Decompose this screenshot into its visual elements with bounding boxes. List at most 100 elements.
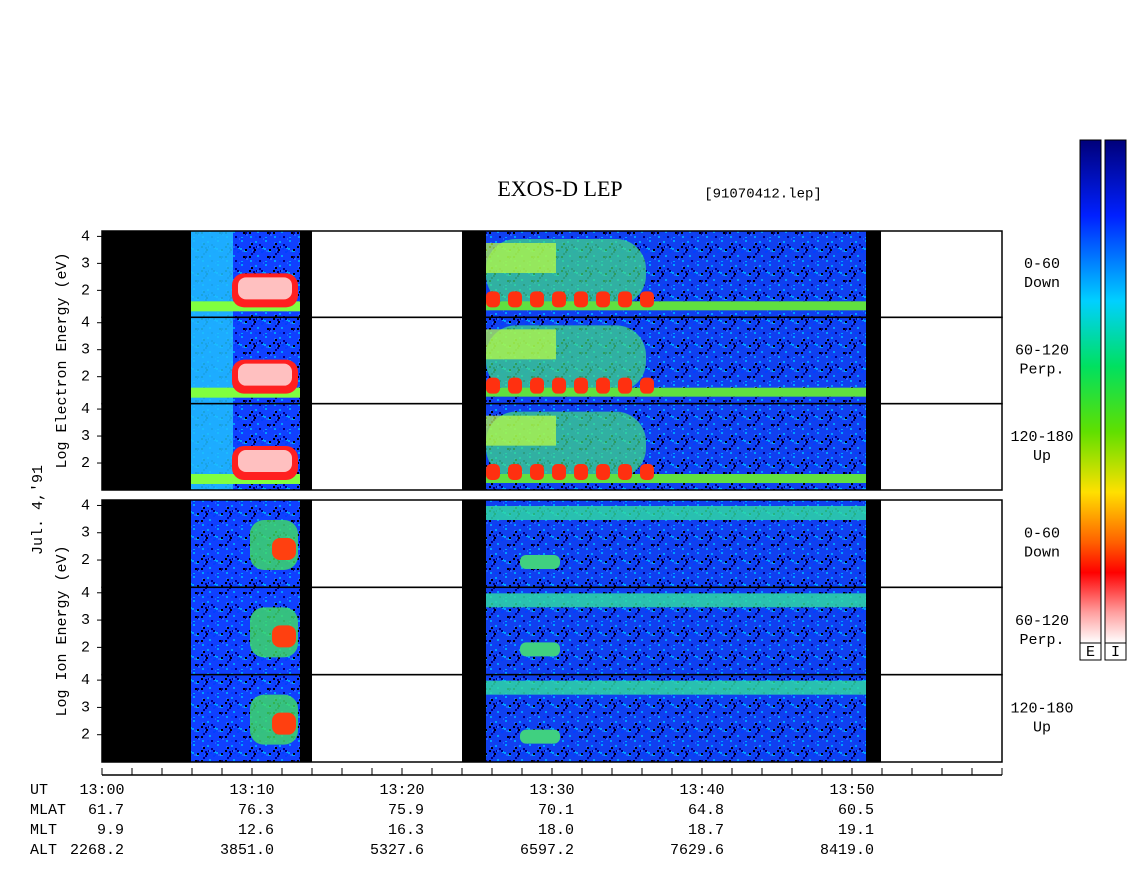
no-data xyxy=(102,674,191,762)
angle-label: 0-60 xyxy=(1024,526,1060,543)
y-axis-label: Log Ion Energy (eV) xyxy=(54,545,71,716)
value-label: 9.9 xyxy=(97,822,124,839)
spectrogram xyxy=(618,377,632,394)
colorbar-label: I xyxy=(1111,644,1120,661)
row-name: MLAT xyxy=(30,802,66,819)
y-tick-label: 2 xyxy=(81,369,90,386)
spectrogram xyxy=(574,377,588,394)
direction-label: Perp. xyxy=(1019,361,1064,378)
no-data xyxy=(866,317,881,404)
row-name: ALT xyxy=(30,842,57,859)
y-tick-label: 2 xyxy=(81,455,90,472)
y-axis-label: Log Electron Energy (eV) xyxy=(54,252,71,468)
spectrogram xyxy=(520,555,560,569)
y-tick-label: 3 xyxy=(81,255,90,272)
no-data xyxy=(102,231,191,318)
value-label: 5327.6 xyxy=(370,842,424,859)
spectrogram xyxy=(618,464,632,480)
spectrogram xyxy=(486,474,866,483)
no-data xyxy=(102,403,191,490)
ut-label: 13:40 xyxy=(679,782,724,799)
no-data xyxy=(462,587,486,675)
row-name: UT xyxy=(30,782,48,799)
spectrogram xyxy=(238,450,292,472)
value-label: 19.1 xyxy=(838,822,874,839)
no-data xyxy=(462,674,486,762)
spectrogram xyxy=(640,377,654,394)
value-label: 18.0 xyxy=(538,822,574,839)
no-data xyxy=(866,587,881,675)
spectrogram xyxy=(596,291,610,308)
angle-label: 0-60 xyxy=(1024,256,1060,273)
y-tick-label: 2 xyxy=(81,727,90,744)
value-label: 18.7 xyxy=(688,822,724,839)
y-tick-label: 3 xyxy=(81,525,90,542)
no-data xyxy=(102,317,191,404)
ut-label: 13:10 xyxy=(229,782,274,799)
angle-label: 120-180 xyxy=(1010,429,1073,446)
value-label: 8419.0 xyxy=(820,842,874,859)
spectrogram xyxy=(486,329,556,360)
spectrogram xyxy=(486,291,500,308)
spectrogram xyxy=(486,301,866,311)
y-tick-label: 3 xyxy=(81,342,90,359)
colorbar-label-box xyxy=(1104,642,1127,661)
y-tick-label: 4 xyxy=(81,315,90,332)
no-data xyxy=(300,403,312,490)
value-label: 7629.6 xyxy=(670,842,724,859)
date: Jul. 4,'91 xyxy=(30,465,47,555)
value-label: 70.1 xyxy=(538,802,574,819)
value-label: 64.8 xyxy=(688,802,724,819)
spectrogram xyxy=(486,387,866,397)
y-tick-label: 4 xyxy=(81,228,90,245)
row-name: MLT xyxy=(30,822,57,839)
no-data xyxy=(462,403,486,490)
value-label: 2268.2 xyxy=(70,842,124,859)
no-data xyxy=(102,500,191,588)
ut-label: 13:30 xyxy=(529,782,574,799)
colorbar xyxy=(1104,139,1127,644)
spectrogram xyxy=(552,377,566,394)
y-tick-label: 4 xyxy=(81,401,90,418)
no-data xyxy=(300,587,312,675)
y-tick-label: 4 xyxy=(81,585,90,602)
spectrogram xyxy=(486,680,866,695)
spectrogram xyxy=(486,593,866,608)
spectrogram xyxy=(530,291,544,308)
spectrogram xyxy=(530,377,544,394)
no-data xyxy=(866,500,881,588)
angle-label: 60-120 xyxy=(1015,613,1069,630)
spectrogram xyxy=(238,277,292,300)
spectrogram xyxy=(640,464,654,480)
no-data xyxy=(866,403,881,490)
spectrogram xyxy=(508,291,522,308)
spectrogram xyxy=(596,377,610,394)
direction-label: Up xyxy=(1033,719,1051,736)
plots: Log Electron Energy (eV) 2 3 4 0-60 Down 2 3 4 60… xyxy=(54,228,1074,763)
spectrogram xyxy=(574,291,588,308)
title: EXOS-D LEP xyxy=(497,176,622,201)
spectrogram xyxy=(520,642,560,657)
spectrogram xyxy=(596,464,610,480)
direction-label: Down xyxy=(1024,545,1060,562)
subpanel-frame xyxy=(101,402,1003,491)
spectrogram xyxy=(486,506,866,520)
no-data xyxy=(300,231,312,318)
value-label: 75.9 xyxy=(388,802,424,819)
value-label: 76.3 xyxy=(238,802,274,819)
value-label: 3851.0 xyxy=(220,842,274,859)
no-data xyxy=(300,500,312,588)
y-tick-label: 4 xyxy=(81,497,90,514)
value-label: 61.7 xyxy=(88,802,124,819)
spectrogram xyxy=(272,538,296,560)
spectrogram xyxy=(486,377,500,394)
time-axis: UT 13:00 13:10 13:20 13:30 13:40 13:50 MLAT 61.7… xyxy=(30,768,1003,859)
ut-label: 13:00 xyxy=(79,782,124,799)
direction-label: Up xyxy=(1033,448,1051,465)
y-tick-label: 2 xyxy=(81,282,90,299)
no-data xyxy=(462,500,486,588)
y-tick-label: 3 xyxy=(81,612,90,629)
no-data xyxy=(300,674,312,762)
